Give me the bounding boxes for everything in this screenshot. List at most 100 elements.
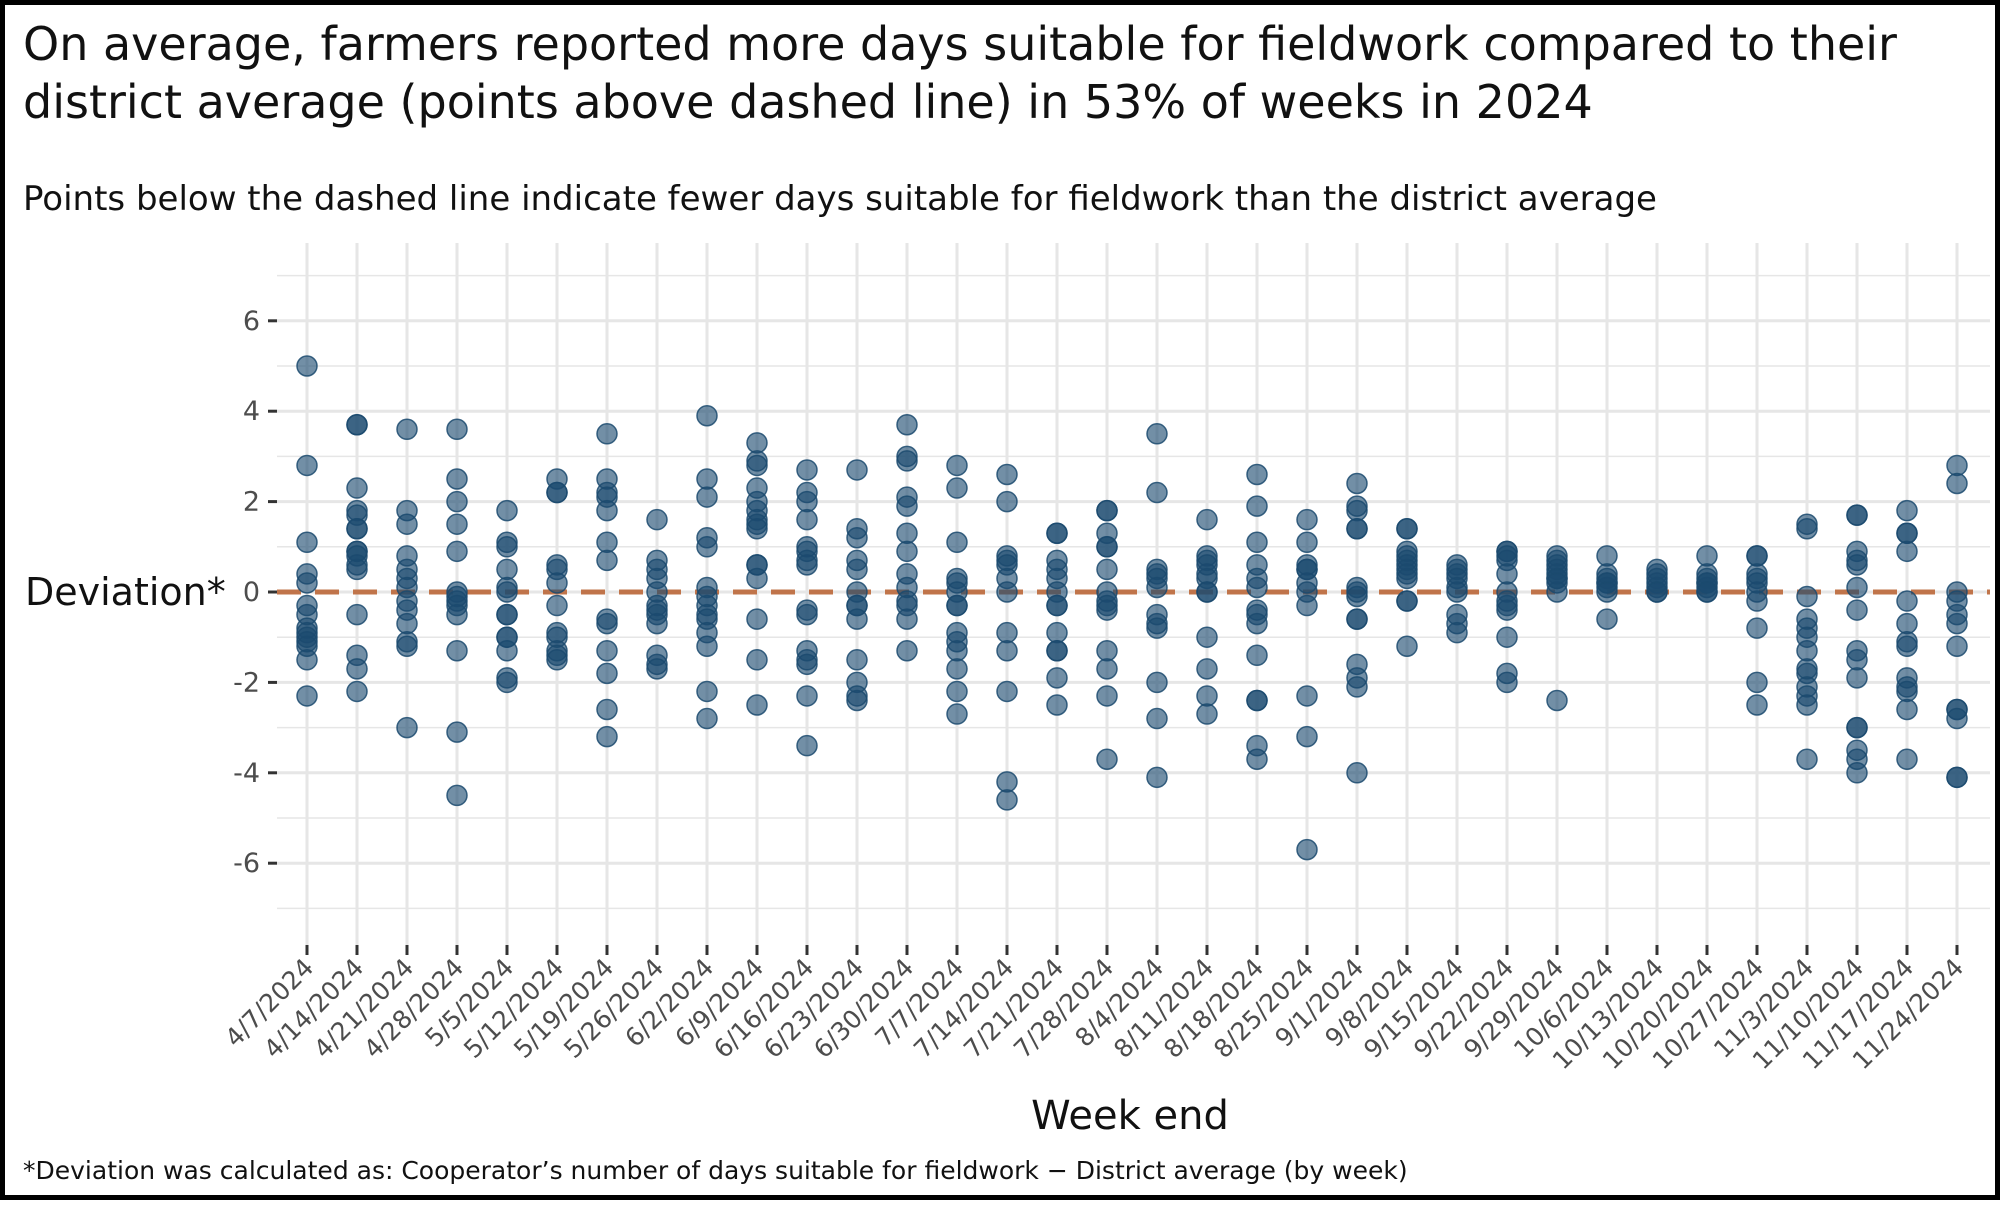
data-point bbox=[596, 662, 618, 685]
data-point bbox=[296, 531, 318, 554]
data-point bbox=[1796, 748, 1818, 770]
data-point bbox=[946, 454, 968, 477]
data-point bbox=[946, 680, 968, 703]
data-point bbox=[1146, 617, 1168, 639]
data-point bbox=[446, 490, 468, 513]
data-point bbox=[1046, 667, 1068, 689]
data-point bbox=[1896, 612, 1918, 635]
data-point bbox=[1346, 517, 1368, 540]
data-point bbox=[496, 536, 518, 558]
y-tick-label: 6 bbox=[243, 306, 260, 337]
data-point bbox=[496, 581, 518, 603]
data-point bbox=[346, 477, 368, 499]
data-point bbox=[1796, 517, 1818, 540]
data-point bbox=[996, 463, 1018, 486]
data-point bbox=[1896, 635, 1918, 657]
data-point bbox=[1446, 621, 1468, 644]
data-point bbox=[596, 612, 618, 635]
data-point bbox=[396, 716, 418, 739]
data-point bbox=[1646, 581, 1668, 603]
data-point bbox=[996, 490, 1018, 513]
data-point bbox=[1096, 685, 1118, 707]
data-point bbox=[846, 689, 868, 712]
data-point bbox=[1496, 599, 1518, 621]
data-point bbox=[1246, 531, 1268, 554]
data-point bbox=[1146, 481, 1168, 504]
data-point bbox=[446, 640, 468, 662]
data-point bbox=[1846, 504, 1868, 526]
data-point bbox=[446, 468, 468, 490]
data-point bbox=[1146, 576, 1168, 599]
data-point bbox=[296, 685, 318, 707]
data-point bbox=[696, 635, 718, 657]
data-point bbox=[1846, 716, 1868, 739]
data-point bbox=[846, 608, 868, 630]
y-tick-label: -4 bbox=[233, 758, 260, 789]
data-point bbox=[1146, 766, 1168, 789]
data-point bbox=[1396, 590, 1418, 612]
data-point bbox=[596, 499, 618, 522]
data-point bbox=[496, 640, 518, 662]
data-point bbox=[1796, 640, 1818, 662]
data-point bbox=[296, 454, 318, 477]
data-point bbox=[996, 581, 1018, 603]
data-point bbox=[546, 572, 568, 594]
data-point bbox=[1096, 640, 1118, 662]
data-point bbox=[1246, 576, 1268, 599]
data-point bbox=[596, 549, 618, 572]
data-point bbox=[796, 685, 818, 707]
data-point bbox=[496, 558, 518, 581]
data-point bbox=[1796, 585, 1818, 608]
data-point bbox=[1346, 608, 1368, 630]
data-point bbox=[396, 513, 418, 535]
data-point bbox=[1096, 599, 1118, 621]
data-point bbox=[1596, 581, 1618, 603]
y-tick-label: 0 bbox=[243, 577, 260, 608]
data-point bbox=[1946, 472, 1968, 495]
data-point bbox=[1346, 472, 1368, 495]
data-point bbox=[946, 703, 968, 725]
data-point bbox=[1146, 423, 1168, 445]
data-point bbox=[1246, 689, 1268, 712]
data-point bbox=[1296, 531, 1318, 554]
chart-subtitle: Points below the dashed line indicate fe… bbox=[23, 179, 1657, 219]
data-point bbox=[696, 707, 718, 730]
data-point bbox=[846, 649, 868, 671]
scatter-plot: 6 4 2 0 -2 -4 -6 4/7/20244/14/20244/21/20244/2… bbox=[25, 243, 1990, 1139]
data-point bbox=[996, 680, 1018, 703]
data-point bbox=[1146, 707, 1168, 730]
data-point bbox=[1196, 703, 1218, 725]
y-tick-label: -6 bbox=[233, 848, 260, 879]
data-point bbox=[746, 454, 768, 477]
data-point bbox=[1946, 766, 1968, 789]
data-point bbox=[1396, 517, 1418, 540]
data-point bbox=[796, 603, 818, 626]
y-tick-label: 4 bbox=[243, 396, 260, 427]
data-point bbox=[546, 649, 568, 671]
data-point bbox=[796, 734, 818, 757]
data-point bbox=[1246, 644, 1268, 667]
data-point bbox=[896, 522, 918, 544]
data-point bbox=[796, 554, 818, 576]
data-point bbox=[996, 640, 1018, 662]
data-point bbox=[1196, 685, 1218, 707]
data-point bbox=[1296, 685, 1318, 707]
data-point bbox=[446, 603, 468, 626]
data-point bbox=[1896, 522, 1918, 544]
data-point bbox=[846, 459, 868, 481]
data-point bbox=[446, 540, 468, 563]
data-point bbox=[1946, 612, 1968, 635]
data-point bbox=[1746, 671, 1768, 694]
data-point bbox=[496, 499, 518, 522]
data-point bbox=[896, 495, 918, 517]
data-point bbox=[596, 531, 618, 554]
data-point bbox=[1596, 608, 1618, 630]
data-point bbox=[1846, 762, 1868, 784]
data-point bbox=[1096, 558, 1118, 581]
data-point bbox=[1696, 545, 1718, 567]
data-point bbox=[1046, 694, 1068, 716]
data-point bbox=[696, 680, 718, 703]
data-point bbox=[296, 572, 318, 594]
data-point bbox=[946, 594, 968, 617]
data-point bbox=[846, 558, 868, 581]
